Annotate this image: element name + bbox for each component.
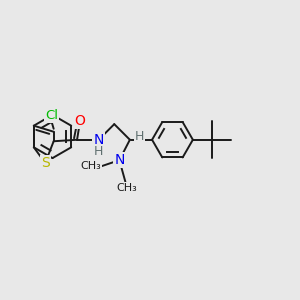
Text: O: O: [74, 114, 85, 128]
Text: CH₃: CH₃: [116, 183, 137, 194]
Text: H: H: [135, 130, 144, 143]
Text: S: S: [41, 156, 50, 170]
Text: N: N: [94, 133, 104, 147]
Text: CH₃: CH₃: [80, 160, 101, 171]
Text: N: N: [114, 153, 124, 167]
Text: H: H: [94, 145, 104, 158]
Text: Cl: Cl: [45, 109, 58, 122]
